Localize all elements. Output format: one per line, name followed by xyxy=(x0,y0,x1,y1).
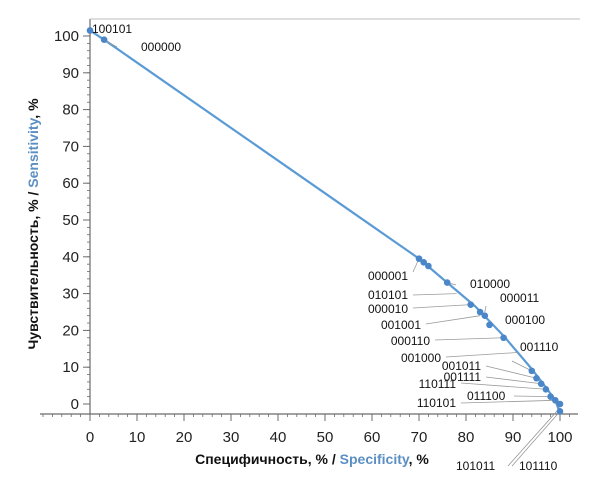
point-label: 001000 xyxy=(401,351,441,365)
point-label: 101110 xyxy=(519,459,558,473)
minor-ticks xyxy=(42,35,570,417)
x-tick-label: 100 xyxy=(547,429,572,446)
data-point xyxy=(481,312,489,319)
y-tick-label: 0 xyxy=(71,396,79,413)
point-label: 110111 xyxy=(419,377,457,391)
y-tick-label: 50 xyxy=(62,212,79,229)
x-tick-label: 80 xyxy=(458,429,475,446)
data-point xyxy=(476,308,484,316)
data-point xyxy=(467,301,475,308)
data-point xyxy=(556,408,564,415)
y-tick-label: 70 xyxy=(62,138,79,155)
x-axis-title: Специфичность, % / Specificity, % xyxy=(195,451,429,467)
point-label: 010000 xyxy=(470,277,510,291)
leader-line xyxy=(445,352,518,358)
data-point xyxy=(552,397,559,404)
point-label: 100101 xyxy=(92,22,132,36)
point-label: 000110 xyxy=(391,334,430,348)
leader-line xyxy=(460,382,546,390)
x-tick-label: 40 xyxy=(270,429,287,446)
y-tick-label: 90 xyxy=(62,65,79,82)
point-label: 011100 xyxy=(467,389,506,403)
leader-lines xyxy=(103,39,561,467)
leader-line xyxy=(511,411,561,467)
data-point xyxy=(100,36,108,43)
x-tick-label: 60 xyxy=(364,429,381,446)
data-point xyxy=(415,255,423,262)
point-label: 000000 xyxy=(141,40,181,54)
roc-curve-line xyxy=(89,29,562,414)
leader-line xyxy=(511,360,532,372)
y-tick-label: 30 xyxy=(62,286,79,303)
data-point xyxy=(420,259,428,266)
data-points xyxy=(86,27,564,415)
data-point xyxy=(486,321,493,329)
leader-line xyxy=(412,304,471,309)
point-label: 001011 xyxy=(442,359,481,373)
x-tick-label: 90 xyxy=(505,429,522,446)
point-label: 010101 xyxy=(368,288,408,302)
data-point xyxy=(542,385,550,393)
x-tick-label: 20 xyxy=(176,429,193,446)
axes xyxy=(40,18,580,415)
x-tick-label: 10 xyxy=(129,429,146,446)
point-label: 001111 xyxy=(444,370,482,384)
major-ticks: 0 10 20 30 40 50 60 70 80 90 100 0 10 20 30 40 50 60 70 80 9… xyxy=(54,28,573,446)
y-axis-title: Чувствительность, % / Sensitivity, % xyxy=(25,98,41,350)
point-label: 001110 xyxy=(520,340,559,354)
leader-line xyxy=(507,407,561,467)
point-labels: 100101 000000 000001 010000 010101 000011 0000… xyxy=(92,22,559,473)
data-point xyxy=(537,380,545,388)
point-label: 110101 xyxy=(417,396,456,410)
y-tick-label: 40 xyxy=(62,249,79,266)
data-point xyxy=(425,262,432,270)
point-label: 000010 xyxy=(368,302,408,316)
leader-line xyxy=(485,365,537,379)
point-label: 101011 xyxy=(456,459,495,473)
data-point xyxy=(500,334,507,342)
data-point xyxy=(443,279,451,286)
roc-curve xyxy=(89,29,562,414)
point-label: 000011 xyxy=(500,291,539,305)
x-tick-label: 70 xyxy=(411,429,428,446)
data-point xyxy=(86,27,94,34)
leader-line xyxy=(513,395,551,398)
leader-line xyxy=(425,315,481,325)
point-label: 001001 xyxy=(381,318,421,332)
y-tick-label: 20 xyxy=(62,322,79,339)
leader-line xyxy=(412,293,457,296)
y-tick-label: 60 xyxy=(62,175,79,192)
data-point xyxy=(547,393,554,400)
data-point xyxy=(533,374,540,382)
leader-line xyxy=(484,305,487,313)
x-tick-label: 50 xyxy=(317,429,334,446)
leader-line xyxy=(460,399,556,404)
x-tick-label: 0 xyxy=(86,429,94,446)
data-point xyxy=(556,400,564,408)
leader-line xyxy=(434,337,504,341)
point-label: 000001 xyxy=(368,269,408,283)
y-tick-label: 80 xyxy=(62,102,79,119)
y-tick-label: 100 xyxy=(54,28,79,45)
point-label: 000100 xyxy=(505,313,545,327)
leader-line xyxy=(485,376,542,385)
y-tick-label: 10 xyxy=(62,359,79,376)
x-tick-label: 30 xyxy=(223,429,240,446)
data-point xyxy=(528,367,536,375)
